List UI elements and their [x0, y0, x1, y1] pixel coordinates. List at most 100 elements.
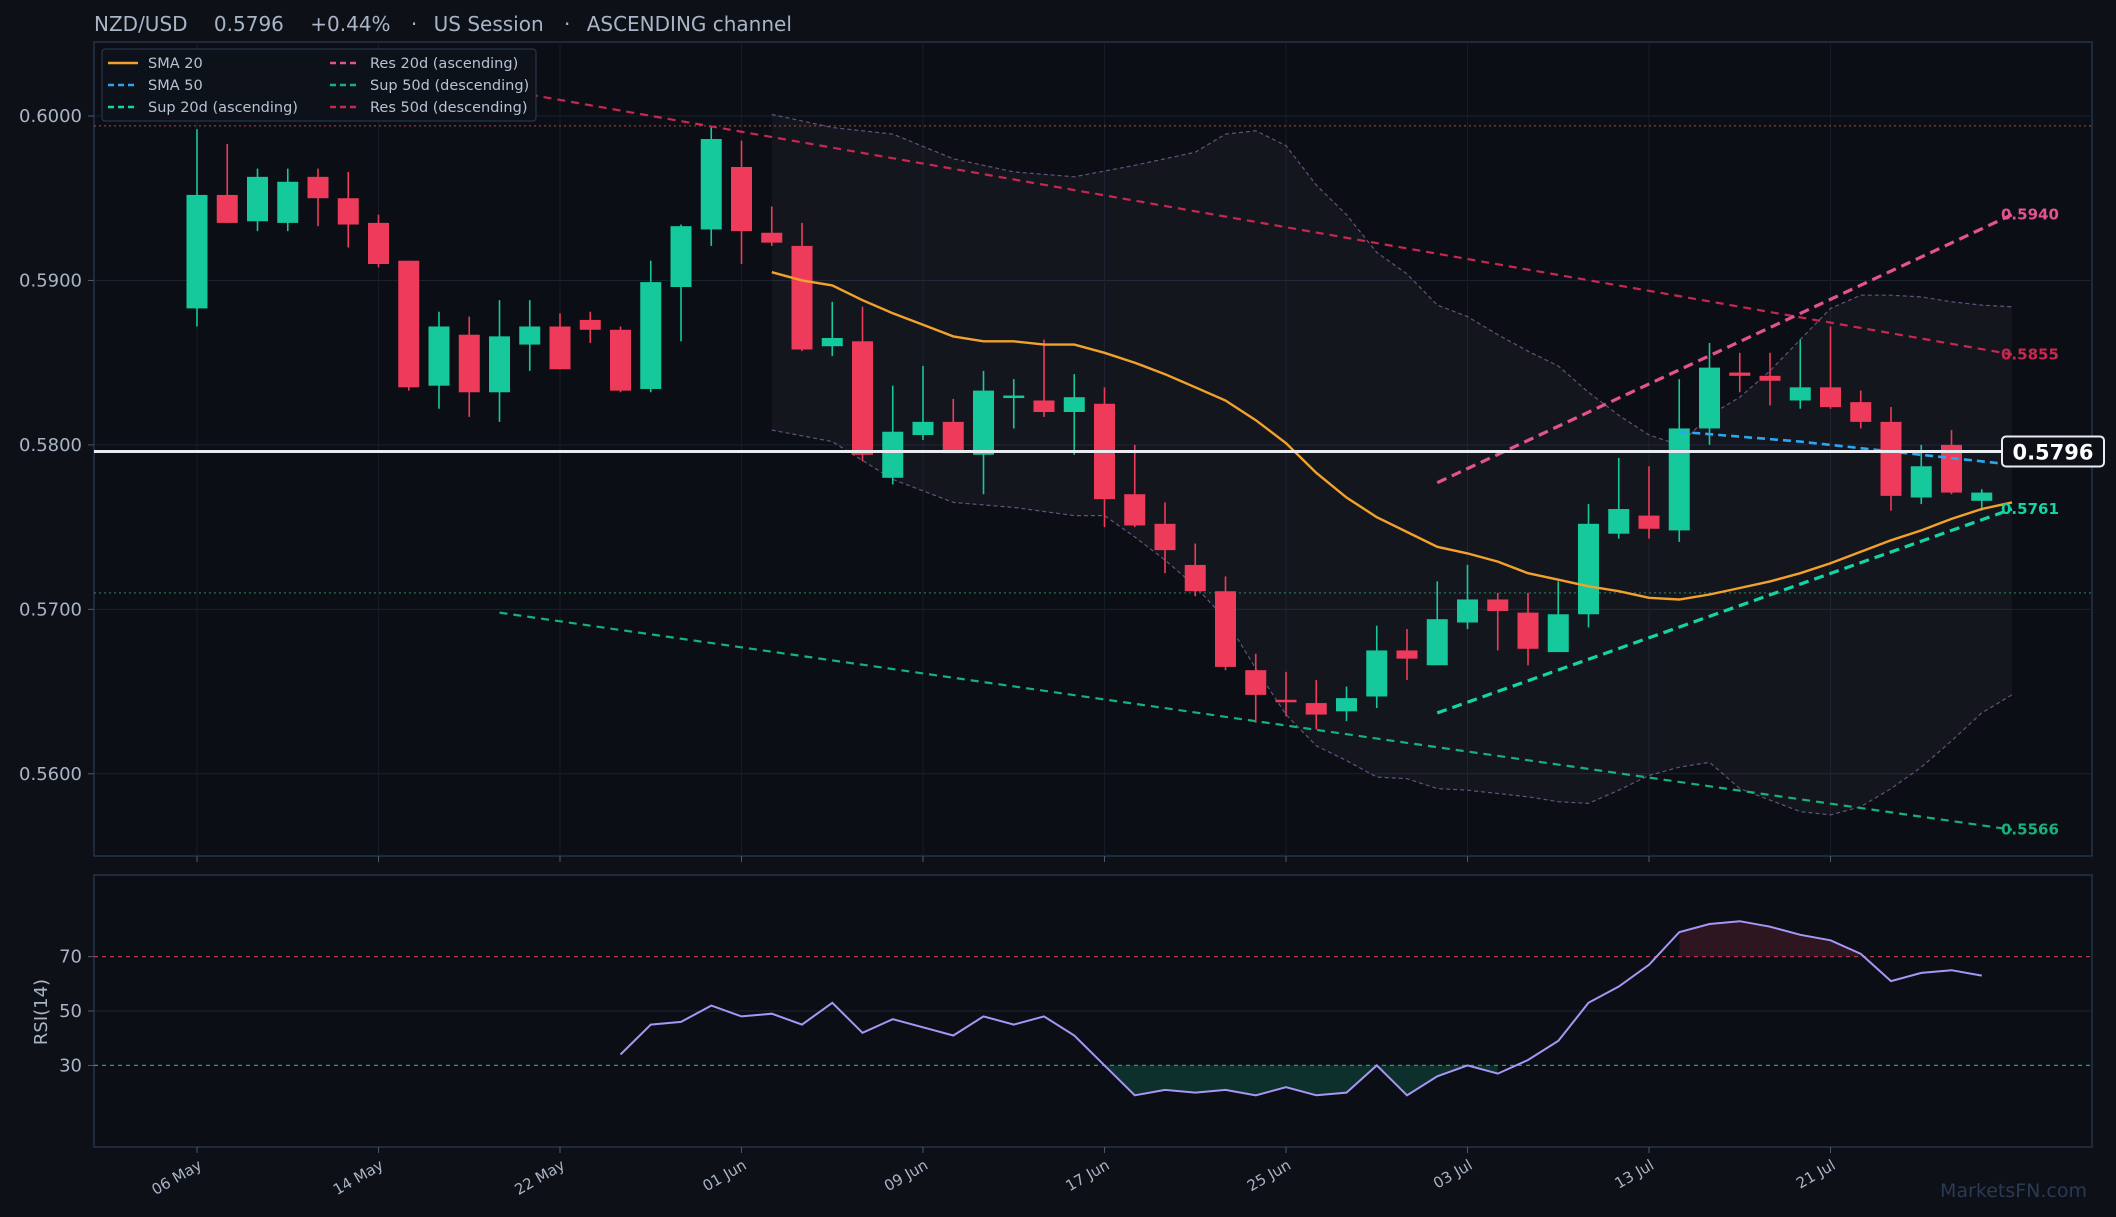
candle-body [458, 334, 480, 393]
bollinger-fill [771, 114, 2012, 815]
candle-body [640, 282, 662, 389]
candle-body [1608, 509, 1630, 534]
candle-body [1517, 612, 1539, 649]
candle-body [277, 181, 299, 223]
res-20d-ascending-line [1436, 213, 2013, 485]
current-price-label: 0.5796 [2012, 440, 2093, 464]
legend-label: Sup 20d (ascending) [148, 100, 298, 116]
header-change: +0.44% [310, 12, 390, 36]
candle-body [1880, 421, 1902, 496]
legend-items: SMA 20 SMA 50 Sup 20d (ascending) Res 20d (… [108, 56, 529, 116]
res-50d-price-label: 0.5855 [2001, 345, 2059, 363]
candle-body [912, 421, 934, 436]
candle-body [821, 338, 843, 347]
candle-body [428, 326, 450, 386]
header-sep-2: · [564, 12, 570, 36]
candle-body [489, 336, 510, 393]
watermark: MarketsFN.com [1940, 1180, 2087, 1202]
candle-body [1426, 619, 1448, 666]
price-tick-label: 0.5600 [19, 764, 82, 785]
candle-body [1275, 699, 1297, 703]
candle-body [1578, 523, 1599, 615]
price-axis: 0.5600 0.5700 0.5800 0.5900 0.6000 [19, 106, 94, 785]
candle-body [731, 166, 752, 232]
candle-body [186, 194, 208, 309]
moving-averages [771, 271, 2013, 601]
candle-body [1638, 515, 1660, 529]
candle-body [398, 260, 420, 388]
candle-body [973, 390, 994, 455]
current-price-line: 0.5796 [94, 435, 2105, 468]
candle-body [791, 245, 813, 350]
candle-body [1820, 387, 1841, 408]
legend-label: Res 20d (ascending) [370, 56, 518, 72]
price-tick-label: 0.6000 [19, 106, 82, 127]
rsi-overbought-fill [1679, 921, 1861, 957]
candle-body [337, 198, 359, 225]
candle-body [1910, 466, 1932, 498]
candle-body [852, 341, 873, 455]
legend: SMA 20 SMA 50 Sup 20d (ascending) Res 20d (… [101, 48, 537, 122]
legend-label: SMA 50 [148, 78, 203, 94]
candle-body [610, 329, 631, 391]
candle-body [700, 139, 722, 230]
sma-50-line [1679, 430, 2013, 466]
candle-body [1003, 395, 1025, 399]
candle-body [1487, 599, 1509, 611]
rsi-plot: 30 50 70 [59, 920, 2092, 1097]
price-panel [93, 41, 2093, 857]
legend-box [101, 48, 537, 122]
candle-body [1305, 703, 1327, 715]
candle-body [1154, 523, 1176, 551]
current-price-badge [2001, 435, 2105, 468]
candle-body [519, 326, 541, 345]
candle-body [1699, 367, 1720, 429]
sup-20d-ascending-line [1436, 507, 2013, 715]
candle-body [761, 232, 783, 243]
candle-body [368, 222, 389, 264]
rsi-line [619, 920, 1982, 1097]
level-labels: 0.5940 0.5855 0.5761 0.5566 [2001, 206, 2059, 839]
candle-body [307, 176, 329, 199]
candle-body [1850, 402, 1872, 422]
candle-body [247, 176, 268, 222]
price-tick-label: 0.5700 [19, 599, 82, 620]
bollinger-bands [771, 113, 2013, 816]
candle-body [1336, 698, 1357, 712]
header-session: US Session [434, 12, 544, 36]
candle-body [1971, 492, 1993, 501]
horizontal-levels [94, 125, 2092, 594]
candle-body [579, 319, 601, 330]
candle-body [1396, 650, 1418, 659]
sma-20-line [771, 271, 2013, 601]
candle-body [549, 326, 571, 370]
legend-label: Res 50d (descending) [370, 100, 527, 116]
candle-body [1245, 670, 1267, 695]
header-sep-1: · [411, 12, 417, 36]
candle-body [882, 431, 904, 478]
res-20d-price-label: 0.5940 [2001, 206, 2059, 224]
candle-body [1124, 494, 1146, 526]
candle-body [1547, 614, 1569, 653]
candle-body [670, 226, 692, 288]
candle-body [1668, 428, 1690, 531]
rsi-tick-label: 70 [59, 947, 82, 968]
candle-body [1789, 387, 1811, 401]
candle-body [216, 194, 238, 223]
candle-body [1215, 591, 1236, 667]
price-tick-label: 0.5800 [19, 435, 82, 456]
candle-body [1033, 400, 1055, 412]
price-tick-label: 0.5900 [19, 270, 82, 291]
bollinger-upper [771, 113, 2013, 446]
sup-20d-price-label: 0.5761 [2001, 500, 2059, 518]
candle-body [1457, 599, 1478, 623]
header-channel: ASCENDING channel [587, 12, 792, 36]
chart-header: NZD/USD 0.5796 +0.44% · US Session · ASC… [94, 12, 792, 36]
legend-label: SMA 20 [148, 56, 203, 72]
candle-body [1366, 650, 1388, 697]
rsi-tick-label: 30 [59, 1055, 82, 1076]
candle-body [1941, 444, 1962, 493]
header-price: 0.5796 [214, 12, 284, 36]
bollinger-lower [771, 429, 2013, 816]
